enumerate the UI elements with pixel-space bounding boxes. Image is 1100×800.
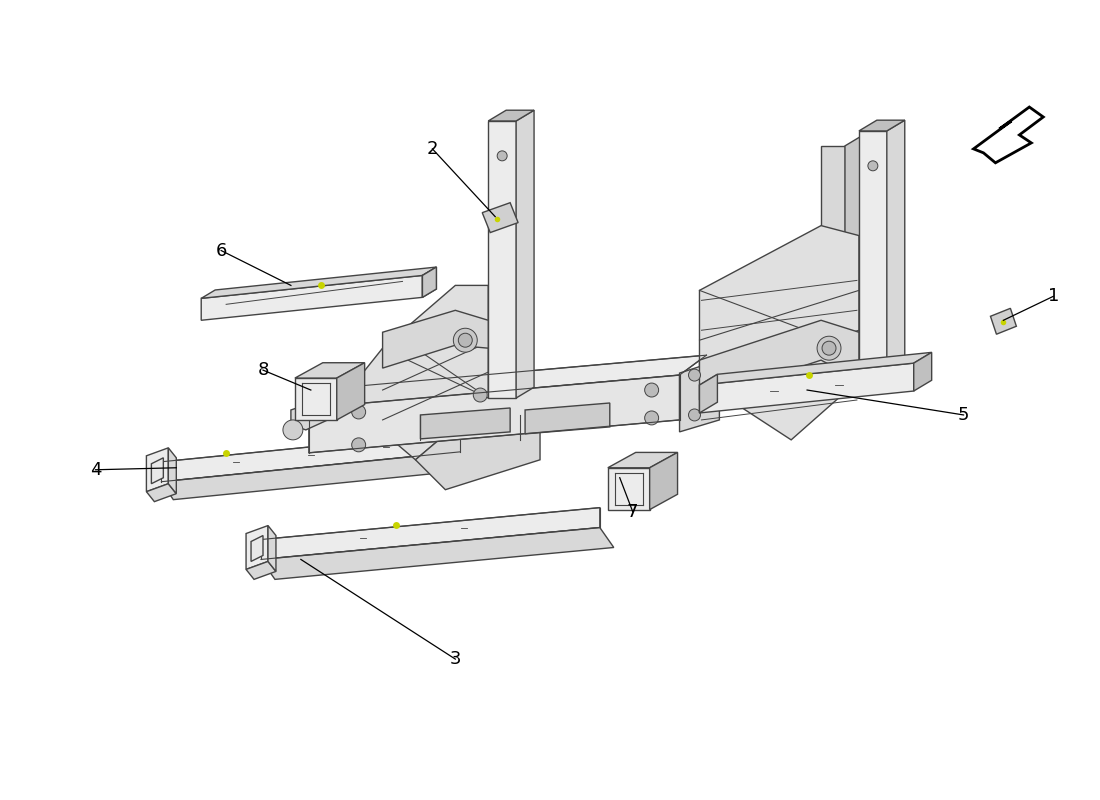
Polygon shape: [516, 110, 535, 398]
Text: 1: 1: [1047, 287, 1059, 306]
Polygon shape: [680, 360, 719, 432]
Polygon shape: [309, 355, 706, 408]
Polygon shape: [859, 120, 905, 131]
Polygon shape: [422, 267, 437, 298]
Polygon shape: [201, 275, 422, 320]
Polygon shape: [162, 432, 460, 482]
Circle shape: [497, 151, 507, 161]
Circle shape: [645, 383, 659, 397]
Circle shape: [645, 411, 659, 425]
Circle shape: [453, 328, 477, 352]
Circle shape: [283, 420, 302, 440]
Text: 5: 5: [958, 406, 969, 424]
Polygon shape: [700, 226, 859, 440]
Polygon shape: [700, 320, 859, 400]
Text: 2: 2: [427, 140, 438, 158]
Circle shape: [817, 336, 842, 360]
Polygon shape: [251, 535, 263, 562]
Polygon shape: [990, 308, 1016, 334]
Polygon shape: [422, 267, 437, 298]
Polygon shape: [295, 378, 337, 420]
Polygon shape: [974, 107, 1043, 163]
Polygon shape: [201, 267, 437, 298]
Polygon shape: [488, 110, 535, 121]
Polygon shape: [914, 352, 932, 391]
Polygon shape: [887, 120, 905, 380]
Polygon shape: [488, 121, 516, 398]
Polygon shape: [845, 137, 860, 358]
Circle shape: [689, 409, 701, 421]
Polygon shape: [146, 484, 176, 502]
Circle shape: [352, 405, 365, 419]
Polygon shape: [309, 375, 680, 453]
Text: 6: 6: [216, 242, 227, 259]
Polygon shape: [246, 526, 268, 570]
Polygon shape: [420, 408, 510, 439]
Polygon shape: [859, 131, 887, 380]
Polygon shape: [700, 363, 914, 413]
Text: 8: 8: [257, 361, 268, 379]
Text: 3: 3: [450, 650, 461, 668]
Polygon shape: [700, 352, 932, 385]
Polygon shape: [337, 362, 364, 420]
Polygon shape: [152, 458, 163, 484]
Circle shape: [352, 438, 365, 452]
Polygon shape: [261, 508, 600, 559]
Text: 7: 7: [627, 502, 638, 521]
Polygon shape: [608, 468, 650, 510]
Polygon shape: [343, 286, 488, 460]
Text: 4: 4: [90, 461, 101, 478]
Polygon shape: [146, 448, 168, 492]
Polygon shape: [290, 390, 339, 430]
Polygon shape: [383, 310, 488, 368]
Polygon shape: [295, 362, 364, 378]
Circle shape: [459, 334, 472, 347]
Polygon shape: [482, 202, 518, 233]
Polygon shape: [162, 452, 472, 500]
Polygon shape: [261, 527, 614, 579]
Polygon shape: [608, 453, 678, 468]
Polygon shape: [821, 146, 845, 358]
Polygon shape: [268, 526, 276, 571]
Polygon shape: [700, 374, 717, 413]
Circle shape: [473, 388, 487, 402]
Polygon shape: [650, 453, 678, 510]
Polygon shape: [246, 562, 276, 579]
Polygon shape: [525, 403, 609, 434]
Polygon shape: [168, 448, 176, 494]
Circle shape: [822, 342, 836, 355]
Circle shape: [689, 369, 701, 381]
Polygon shape: [416, 398, 540, 490]
Circle shape: [868, 161, 878, 170]
